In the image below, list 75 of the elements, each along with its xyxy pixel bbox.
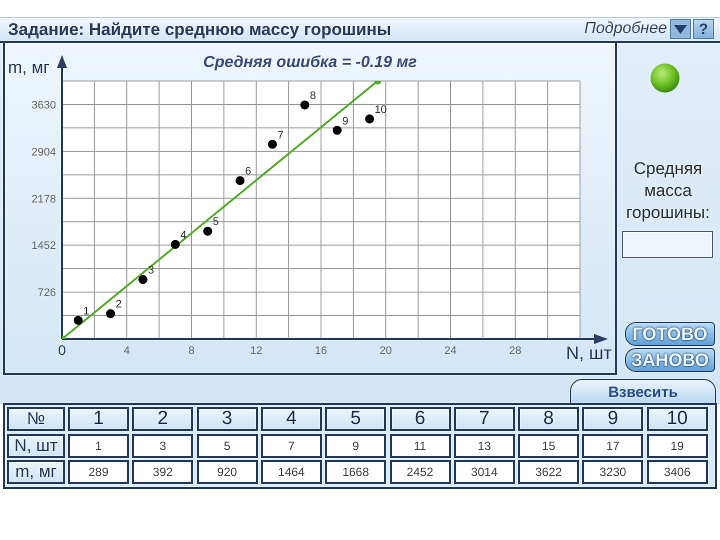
annotation: 6	[245, 166, 252, 178]
chart-title: Задание: Найдите среднюю массу горошины	[8, 20, 392, 40]
data-label: 2452	[390, 460, 450, 484]
data-label: 5	[196, 434, 258, 458]
point	[332, 126, 342, 135]
button: ЗАНОВО	[625, 348, 715, 372]
data-label: 3230	[582, 460, 644, 484]
data-label: 1464	[260, 460, 322, 484]
y-tick-label: N, шт	[7, 434, 65, 458]
x-tick-label: 7	[454, 407, 515, 431]
data-label: 15	[518, 434, 580, 458]
x-tick-label: 6	[390, 407, 450, 431]
x-tick-label: 8	[188, 345, 195, 357]
x-axis-title: N, шт	[566, 343, 612, 364]
x-tick-label: 28	[509, 345, 522, 357]
point	[138, 275, 148, 284]
data-label: 3	[132, 434, 194, 458]
y-tick-label: 1452	[32, 240, 56, 252]
point	[203, 226, 212, 236]
annotation: 7	[277, 129, 284, 142]
x-tick-label: 8	[518, 407, 580, 431]
x-tick-label: 5	[325, 407, 386, 431]
annotation: 2	[116, 298, 122, 311]
annotation: 9	[342, 115, 348, 128]
text: №	[7, 407, 65, 431]
x-tick-label: 0	[58, 342, 66, 358]
text: Средняя масса горошины:	[625, 158, 711, 224]
x-tick-label: 3	[196, 407, 258, 431]
point	[74, 316, 83, 325]
y-tick-label: 3630	[32, 99, 56, 112]
point	[300, 100, 310, 110]
data-label: 920	[196, 460, 258, 484]
data-label: 3014	[454, 460, 515, 484]
tab: Взвесить	[570, 379, 716, 404]
data-label: 13	[454, 434, 515, 458]
y-tick-label: 2178	[32, 193, 56, 206]
x-tick-label: 2	[132, 407, 194, 431]
data-label: 9	[325, 434, 386, 458]
annotation: 5	[212, 216, 219, 228]
x-tick-label: 9	[582, 407, 644, 431]
data-label: 7	[260, 434, 322, 458]
x-tick-label: 4	[260, 407, 322, 431]
data-label: 17	[582, 434, 644, 458]
data-label: 1668	[325, 460, 386, 484]
x-tick-label: 12	[250, 345, 262, 357]
x-tick-label: 1	[68, 407, 129, 431]
point	[170, 240, 180, 249]
annotation: 10	[374, 104, 387, 116]
x-tick-label: 24	[444, 345, 457, 357]
point	[106, 309, 116, 318]
data-label: 11	[390, 434, 450, 458]
x-tick-label: 20	[380, 345, 392, 357]
data-label: 3406	[646, 460, 708, 484]
x-tick-label: 16	[314, 345, 328, 357]
annotation: 8	[310, 90, 316, 102]
data-label: 1	[68, 434, 129, 458]
data-label: 19	[646, 434, 708, 458]
help-button: ?	[693, 19, 714, 39]
x-tick-label: 10	[646, 407, 708, 431]
annotation: 4	[180, 229, 186, 242]
annotation: 3	[148, 264, 154, 277]
annotation: 1	[83, 305, 90, 318]
point	[365, 114, 374, 124]
point	[236, 176, 245, 186]
point	[268, 140, 277, 149]
button: ГОТОВО	[625, 322, 715, 346]
y-tick-label: 726	[38, 287, 56, 300]
chart-subtitle: Средняя ошибка = -0.19 мг	[203, 54, 417, 71]
text: Подробнее	[583, 20, 667, 38]
y-tick-label: 2904	[32, 146, 56, 158]
y-tick-label: m, мг	[7, 460, 65, 484]
data-label: 289	[68, 460, 129, 484]
data-label: 3622	[518, 460, 580, 484]
data-label: 392	[132, 460, 194, 484]
x-tick-label: 4	[124, 345, 130, 357]
